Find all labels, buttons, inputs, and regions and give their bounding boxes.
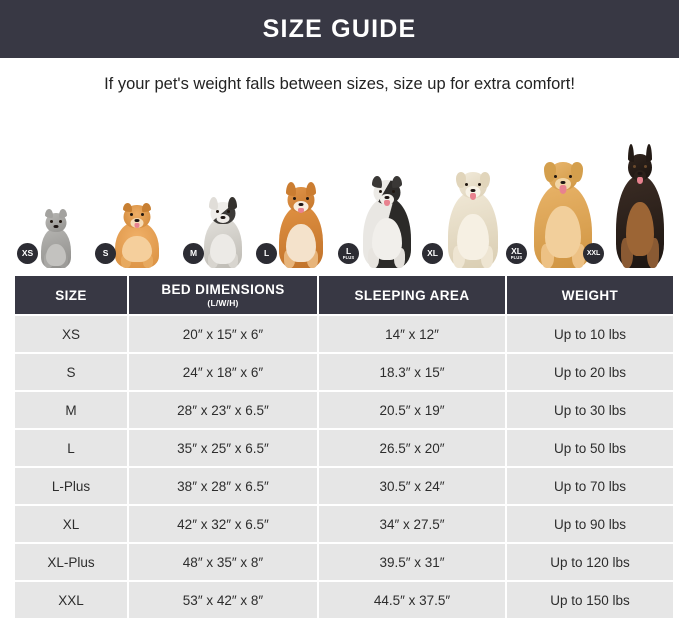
table-row: L 35″ x 25″ x 6.5″ 26.5″ x 20″ Up to 50 … <box>15 430 673 466</box>
size-guide-header: SIZE GUIDE <box>0 0 679 58</box>
cell-size: L <box>15 430 127 466</box>
golden-retriever-illustration <box>509 136 617 268</box>
cell-weight: Up to 10 lbs <box>507 316 673 352</box>
column-header-label: SLEEPING AREA <box>354 287 470 303</box>
size-badge-xl-plus: XL PLUS <box>506 243 527 264</box>
column-header-sleeping-area: SLEEPING AREA <box>319 276 505 314</box>
cell-bed-dimensions: 48″ x 35″ x 8″ <box>129 544 317 580</box>
size-badge-sublabel: PLUS <box>510 254 523 260</box>
table-header-row: SIZE BED DIMENSIONS (L/W/H) SLEEPING ARE… <box>15 276 673 314</box>
cell-weight: Up to 150 lbs <box>507 582 673 618</box>
cell-weight: Up to 30 lbs <box>507 392 673 428</box>
column-header-label: WEIGHT <box>561 287 619 303</box>
cell-size: S <box>15 354 127 390</box>
size-table-container: SIZE BED DIMENSIONS (L/W/H) SLEEPING ARE… <box>13 274 673 620</box>
lineup-item-m: M <box>183 182 261 268</box>
cell-sleeping-area: 34″ x 27.5″ <box>319 506 505 542</box>
cell-weight: Up to 20 lbs <box>507 354 673 390</box>
cell-weight: Up to 70 lbs <box>507 468 673 504</box>
size-badge-xxl: XXL <box>583 243 604 264</box>
shiba-inu-illustration <box>258 164 344 268</box>
doberman-pinscher-illustration <box>600 123 679 268</box>
table-row: XL 42″ x 32″ x 6.5″ 34″ x 27.5″ Up to 90… <box>15 506 673 542</box>
pomeranian-illustration <box>97 192 177 268</box>
cell-bed-dimensions: 38″ x 28″ x 6.5″ <box>129 468 317 504</box>
gray-cat-illustration <box>20 204 92 268</box>
french-bulldog-illustration <box>185 182 261 268</box>
cell-sleeping-area: 44.5″ x 37.5″ <box>319 582 505 618</box>
cell-size: XL <box>15 506 127 542</box>
size-badge-label: XS <box>21 248 34 259</box>
column-header-size: SIZE <box>15 276 127 314</box>
lineup-item-xl-plus: XL PLUS <box>506 136 617 268</box>
size-badge-l-plus: L PLUS <box>338 243 359 264</box>
animal-lineup: XS S <box>0 110 679 268</box>
table-row: L-Plus 38″ x 28″ x 6.5″ 30.5″ x 24″ Up t… <box>15 468 673 504</box>
lineup-item-l: L <box>256 164 344 268</box>
cell-bed-dimensions: 24″ x 18″ x 6″ <box>129 354 317 390</box>
size-badge-label: L <box>345 245 352 256</box>
cell-bed-dimensions: 35″ x 25″ x 6.5″ <box>129 430 317 466</box>
size-badge-label: XXL <box>586 250 601 257</box>
column-header-weight: WEIGHT <box>507 276 673 314</box>
lineup-item-s: S <box>95 192 177 268</box>
size-badge-label: XL <box>427 248 438 259</box>
table-row: XL-Plus 48″ x 35″ x 8″ 39.5″ x 31″ Up to… <box>15 544 673 580</box>
size-badge-sublabel: PLUS <box>342 254 355 260</box>
column-header-label: BED DIMENSIONS <box>161 282 285 297</box>
lineup-item-l-plus: L PLUS <box>338 154 434 268</box>
cell-size: XL-Plus <box>15 544 127 580</box>
subtitle-text: If your pet's weight falls between sizes… <box>104 74 575 93</box>
table-row: XXL 53″ x 42″ x 8″ 44.5″ x 37.5″ Up to 1… <box>15 582 673 618</box>
cell-bed-dimensions: 42″ x 32″ x 6.5″ <box>129 506 317 542</box>
cell-sleeping-area: 18.3″ x 15″ <box>319 354 505 390</box>
cell-size: M <box>15 392 127 428</box>
lineup-item-xl: XL <box>422 146 521 268</box>
cell-sleeping-area: 26.5″ x 20″ <box>319 430 505 466</box>
cell-weight: Up to 90 lbs <box>507 506 673 542</box>
lineup-item-xs: XS <box>17 204 92 268</box>
cell-size: XXL <box>15 582 127 618</box>
lineup-item-xxl: XXL <box>583 123 679 268</box>
border-collie-illustration <box>340 154 434 268</box>
table-row: M 28″ x 23″ x 6.5″ 20.5″ x 19″ Up to 30 … <box>15 392 673 428</box>
size-table: SIZE BED DIMENSIONS (L/W/H) SLEEPING ARE… <box>13 274 675 620</box>
labrador-retriever-illustration <box>425 146 521 268</box>
subtitle-row: If your pet's weight falls between sizes… <box>0 58 679 110</box>
column-header-bed-dimensions: BED DIMENSIONS (L/W/H) <box>129 276 317 314</box>
size-badge-l: L <box>256 243 277 264</box>
cell-weight: Up to 50 lbs <box>507 430 673 466</box>
cell-size: L-Plus <box>15 468 127 504</box>
cell-size: XS <box>15 316 127 352</box>
cell-sleeping-area: 39.5″ x 31″ <box>319 544 505 580</box>
size-badge-xl: XL <box>422 243 443 264</box>
column-header-label: SIZE <box>55 287 87 303</box>
size-badge-label: XL <box>511 245 522 256</box>
page-title: SIZE GUIDE <box>262 14 417 43</box>
cell-weight: Up to 120 lbs <box>507 544 673 580</box>
size-badge-label: S <box>102 248 109 259</box>
size-badge-s: S <box>95 243 116 264</box>
size-badge-label: M <box>190 248 197 259</box>
cell-sleeping-area: 30.5″ x 24″ <box>319 468 505 504</box>
size-badge-m: M <box>183 243 204 264</box>
size-badge-xs: XS <box>17 243 38 264</box>
cell-bed-dimensions: 53″ x 42″ x 8″ <box>129 582 317 618</box>
cell-bed-dimensions: 28″ x 23″ x 6.5″ <box>129 392 317 428</box>
cell-bed-dimensions: 20″ x 15″ x 6″ <box>129 316 317 352</box>
table-row: XS 20″ x 15″ x 6″ 14″ x 12″ Up to 10 lbs <box>15 316 673 352</box>
column-header-sublabel: (L/W/H) <box>207 298 239 308</box>
cell-sleeping-area: 20.5″ x 19″ <box>319 392 505 428</box>
size-badge-label: L <box>263 248 270 259</box>
table-row: S 24″ x 18″ x 6″ 18.3″ x 15″ Up to 20 lb… <box>15 354 673 390</box>
cell-sleeping-area: 14″ x 12″ <box>319 316 505 352</box>
